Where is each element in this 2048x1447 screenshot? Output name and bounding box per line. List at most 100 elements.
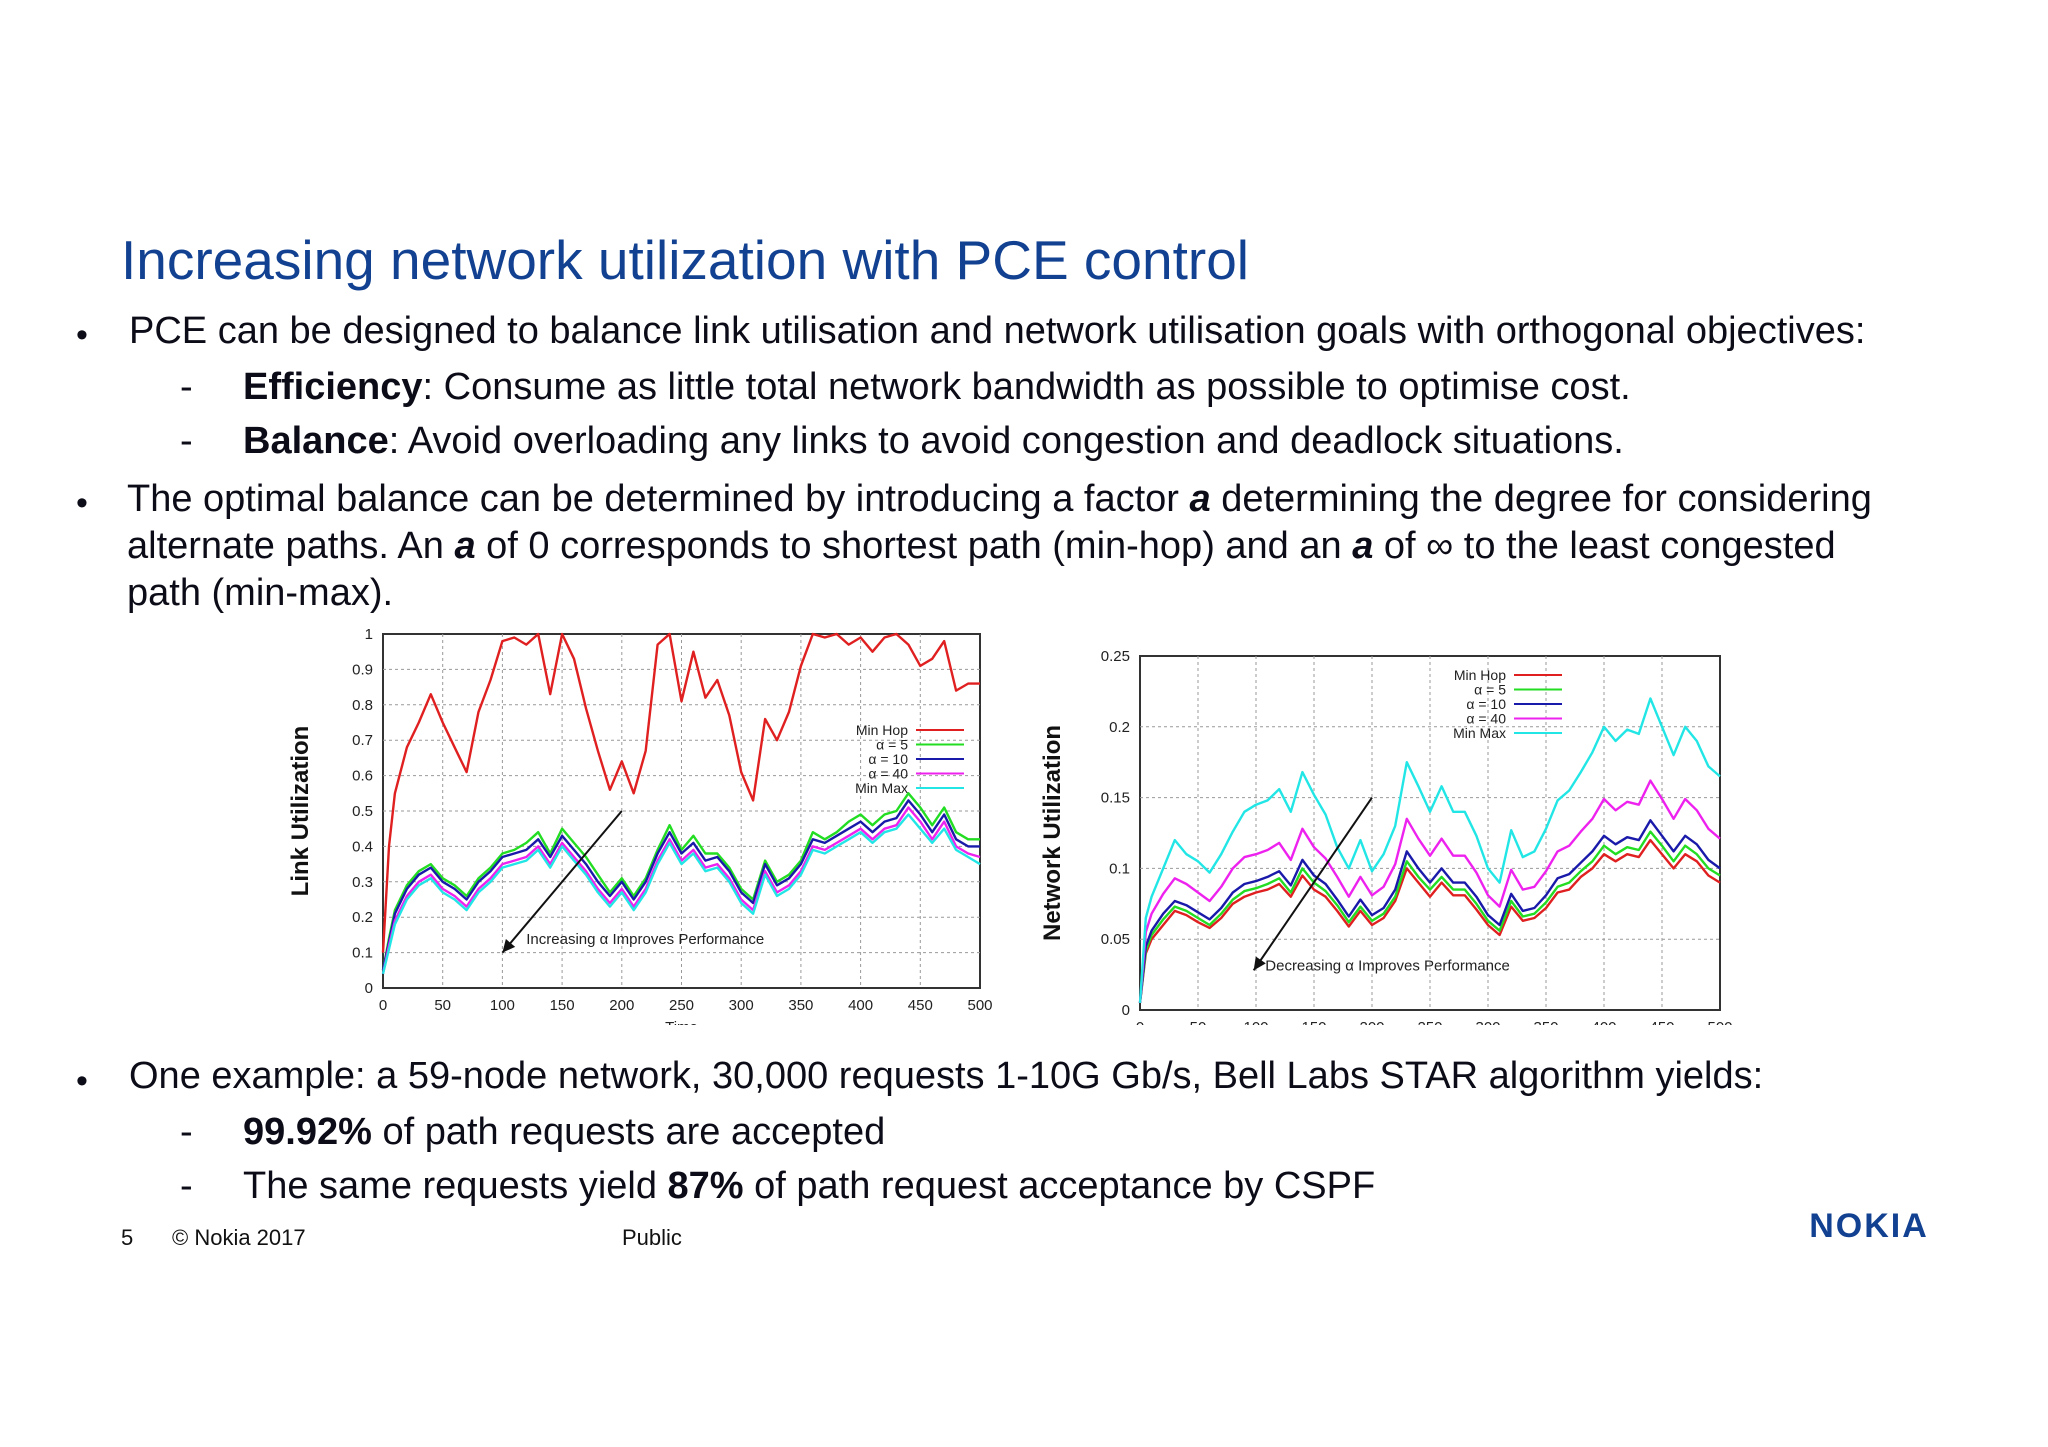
- x-tick-label: 50: [434, 997, 451, 1014]
- legend-label: Min Hop: [856, 722, 908, 738]
- dash-marker: -: [180, 366, 193, 408]
- sub-balance: Balance: Avoid overloading any links to …: [243, 420, 1624, 463]
- legend-label: Min Max: [1453, 725, 1506, 741]
- x-tick-label: 450: [908, 997, 933, 1014]
- annotation-text: Decreasing α Improves Performance: [1265, 957, 1510, 974]
- legend-label: α = 10: [1466, 696, 1506, 712]
- x-tick-label: 150: [1301, 1019, 1326, 1025]
- annotation-arrow: [501, 810, 623, 954]
- legend-label: α = 10: [868, 751, 908, 767]
- series-line-3: [1138, 819, 1721, 1004]
- copyright: © Nokia 2017: [172, 1225, 306, 1250]
- y-tick-label: 0.4: [352, 838, 373, 855]
- x-tick-label: 100: [490, 997, 515, 1014]
- y-tick-label: 0.6: [352, 768, 373, 785]
- x-tick-label: 250: [1417, 1019, 1442, 1025]
- y-axis-label: Network Utilization: [1039, 725, 1066, 941]
- dash-marker: -: [180, 1165, 193, 1207]
- series-line-5: [381, 813, 981, 975]
- x-tick-label: 150: [550, 997, 575, 1014]
- bullet-marker: •: [76, 1062, 88, 1100]
- annotation-arrowhead: [502, 939, 516, 953]
- cspf-percent: 87%: [667, 1165, 744, 1207]
- x-tick-label: 450: [1649, 1019, 1674, 1025]
- series-line-2: [381, 792, 980, 971]
- series-line-4: [381, 806, 981, 975]
- y-tick-label: 0.15: [1101, 790, 1130, 807]
- x-tick-label: 0: [1136, 1019, 1144, 1025]
- x-tick-label: 350: [1533, 1019, 1558, 1025]
- x-tick-label: 200: [1359, 1019, 1384, 1025]
- x-axis-label: Time: [665, 1019, 698, 1025]
- balance-label: Balance: [243, 420, 389, 462]
- legend-label: Min Hop: [1454, 667, 1506, 683]
- legend-label: Min Max: [855, 780, 908, 796]
- y-tick-label: 0: [1122, 1002, 1130, 1019]
- series-line-1: [381, 632, 980, 953]
- bullet-example: One example: a 59-node network, 30,000 r…: [129, 1055, 1764, 1097]
- text-span: The optimal balance can be determined by…: [127, 478, 1190, 520]
- balance-text: : Avoid overloading any links to avoid c…: [388, 420, 1624, 462]
- series-line-4: [1138, 779, 1721, 1003]
- sub-efficiency: Efficiency: Consume as little total netw…: [243, 366, 1631, 409]
- accepted-percent: 99.92%: [243, 1111, 372, 1153]
- series-line-5: [1138, 697, 1721, 1003]
- y-tick-label: 0.2: [352, 909, 373, 926]
- y-tick-label: 0.5: [352, 803, 373, 820]
- y-tick-label: 0.05: [1101, 931, 1130, 948]
- series-line-2: [1138, 830, 1721, 1004]
- alpha-symbol: a: [454, 525, 476, 567]
- y-tick-label: 0.25: [1101, 648, 1130, 665]
- y-tick-label: 0.3: [352, 874, 373, 891]
- x-tick-label: 300: [1475, 1019, 1500, 1025]
- x-tick-label: 400: [1591, 1019, 1616, 1025]
- y-tick-label: 0.7: [352, 732, 373, 749]
- x-tick-label: 500: [1707, 1019, 1732, 1025]
- text-span: of path request acceptance by CSPF: [743, 1165, 1376, 1207]
- slide-title: Increasing network utilization with PCE …: [121, 229, 1250, 291]
- alpha-symbol: a: [1352, 525, 1374, 567]
- y-tick-label: 1: [365, 626, 373, 643]
- y-tick-label: 0: [365, 980, 373, 997]
- series-line-3: [381, 799, 980, 971]
- logo-text: NOKIA: [1809, 1210, 1929, 1240]
- bullet-marker: •: [76, 316, 88, 354]
- series-line-1: [1138, 838, 1721, 1004]
- text-span: of ∞ to the least congested: [1373, 525, 1836, 567]
- annotation-arrow: [1252, 797, 1373, 971]
- x-tick-label: 200: [609, 997, 634, 1014]
- x-tick-label: 250: [669, 997, 694, 1014]
- x-tick-label: 0: [379, 997, 387, 1014]
- legend-label: α = 40: [1466, 711, 1506, 727]
- x-tick-label: 400: [848, 997, 873, 1014]
- y-tick-label: 0.8: [352, 697, 373, 714]
- text-span: determining the degree for considering: [1210, 478, 1872, 520]
- y-tick-label: 0.9: [352, 661, 373, 678]
- text-span: of 0 corresponds to shortest path (min-h…: [475, 525, 1353, 567]
- x-tick-label: 350: [788, 997, 813, 1014]
- x-tick-label: 50: [1190, 1019, 1207, 1025]
- efficiency-label: Efficiency: [243, 366, 423, 408]
- y-tick-label: 0.1: [352, 945, 373, 962]
- sub-accepted: 99.92% of path requests are accepted: [243, 1111, 885, 1154]
- legend-label: α = 5: [876, 737, 908, 753]
- bullet-optimal-line3: path (min-max).: [127, 572, 394, 614]
- annotation-arrowhead: [1253, 956, 1266, 971]
- text-span: alternate paths. An: [127, 525, 455, 567]
- y-tick-label: 0.1: [1109, 860, 1130, 877]
- legend-label: α = 40: [868, 766, 908, 782]
- bullet-optimal-line2: alternate paths. An a of 0 corresponds t…: [127, 525, 1836, 568]
- nokia-logo: NOKIA: [1809, 1210, 1929, 1240]
- network-utilization-chart: 0 50 100 150 200 250 300 350 400 450 500 0 0.05 0.1 0.…: [1039, 648, 1733, 1025]
- efficiency-text: : Consume as little total network bandwi…: [422, 366, 1631, 408]
- alpha-symbol: a: [1189, 478, 1211, 520]
- bullet-marker: •: [76, 484, 88, 522]
- x-tick-label: 100: [1243, 1019, 1268, 1025]
- text-span: of path requests are accepted: [371, 1111, 886, 1153]
- x-tick-label: 300: [729, 997, 754, 1014]
- bullet-pce-design: PCE can be designed to balance link util…: [129, 310, 1866, 352]
- link-utilization-chart: 0 50 100 150 200 250 300 350 400 450 500 0 0.1 0.2 0.3…: [287, 626, 993, 1025]
- bullet-optimal-line1: The optimal balance can be determined by…: [127, 478, 1872, 521]
- dash-marker: -: [180, 1111, 193, 1153]
- annotation-text: Increasing α Improves Performance: [526, 931, 764, 948]
